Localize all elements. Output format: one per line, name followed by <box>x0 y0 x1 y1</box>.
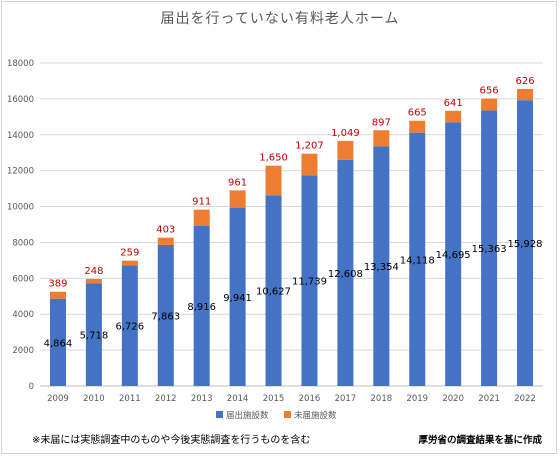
y-tick-label: 8000 <box>12 238 34 248</box>
label-unreported: 641 <box>444 98 463 109</box>
x-tick-label: 2019 <box>406 394 428 404</box>
x-tick-label: 2020 <box>442 394 464 404</box>
bar-reported <box>517 100 534 387</box>
label-unreported: 259 <box>120 248 139 259</box>
label-reported: 13,354 <box>364 262 399 273</box>
x-tick-label: 2017 <box>335 394 357 404</box>
label-unreported: 961 <box>228 177 247 188</box>
label-unreported: 1,207 <box>295 141 324 152</box>
label-reported: 9,941 <box>223 293 252 304</box>
bar-reported <box>265 195 282 386</box>
label-unreported: 626 <box>515 76 534 87</box>
bar-reported <box>193 226 210 386</box>
label-reported: 12,608 <box>328 269 363 280</box>
label-unreported: 389 <box>48 279 67 290</box>
bar-unreported <box>409 120 426 133</box>
bar-reported <box>445 122 462 386</box>
bars <box>49 88 534 387</box>
bar-reported <box>337 159 354 386</box>
label-unreported: 911 <box>192 197 211 208</box>
bar-reported <box>301 175 318 386</box>
label-reported: 15,363 <box>472 244 507 255</box>
y-tick-label: 0 <box>29 382 34 392</box>
label-unreported: 403 <box>156 225 175 236</box>
bar-unreported <box>517 88 534 101</box>
bar-reported <box>157 244 174 386</box>
bar-reported <box>121 265 138 386</box>
bar-unreported <box>49 291 66 299</box>
legend-swatch-reported <box>216 411 223 418</box>
label-unreported: 1,650 <box>259 153 288 164</box>
x-tick-label: 2011 <box>119 394 141 404</box>
bar-reported <box>229 207 246 386</box>
label-reported: 4,864 <box>44 338 73 349</box>
label-reported: 7,863 <box>151 311 180 322</box>
label-unreported: 1,049 <box>331 128 360 139</box>
legend-swatch-unreported <box>284 411 291 418</box>
x-tick-label: 2015 <box>263 394 285 404</box>
y-tick-label: 4000 <box>12 310 34 320</box>
bar-unreported <box>85 278 102 284</box>
x-tick-label: 2010 <box>83 394 105 404</box>
x-tick-label: 2018 <box>371 394 393 404</box>
bar-unreported <box>121 260 138 266</box>
bar-unreported <box>373 130 390 147</box>
label-unreported: 665 <box>408 108 427 119</box>
y-tick-label: 18000 <box>7 59 34 69</box>
bar-reported <box>409 132 426 386</box>
y-tick-label: 2000 <box>12 346 34 356</box>
footnote: ※未届には実態調査中のものや今後実態調査を行うものを含む <box>32 435 311 446</box>
bar-reported <box>49 298 66 386</box>
x-tick-label: 2022 <box>514 394 536 404</box>
label-reported: 14,695 <box>436 250 471 261</box>
bar-reported <box>85 283 102 386</box>
y-tick-label: 12000 <box>7 167 34 177</box>
bar-unreported <box>265 165 282 196</box>
label-reported: 5,718 <box>80 331 109 342</box>
bar-unreported <box>229 190 246 208</box>
data-labels: 4,864 389 5,718 248 6,726 259 7,863 403 8,916 911… <box>44 76 543 349</box>
bar-reported <box>481 110 498 386</box>
label-reported: 10,627 <box>256 287 291 298</box>
gridlines <box>40 62 543 387</box>
chart-title: 届出を行っていない有料老人ホーム <box>160 11 400 27</box>
y-axis-ticks: 0 2000 4000 6000 8000 10000 12000 14000 16000 180… <box>7 59 34 392</box>
label-reported: 14,118 <box>400 255 435 266</box>
label-unreported: 656 <box>480 86 499 97</box>
label-reported: 15,928 <box>508 239 543 250</box>
legend: 届出施設数 未届施設数 <box>216 410 337 421</box>
bar-unreported <box>157 237 174 245</box>
bar-reported <box>373 146 390 386</box>
label-unreported: 897 <box>372 117 391 128</box>
x-tick-label: 2013 <box>191 394 213 404</box>
label-reported: 6,726 <box>116 322 145 333</box>
x-tick-label: 2014 <box>227 394 249 404</box>
label-reported: 11,739 <box>292 277 327 288</box>
x-tick-label: 2016 <box>299 394 321 404</box>
bar-unreported <box>301 153 318 176</box>
label-reported: 8,916 <box>187 302 216 313</box>
x-axis-ticks: 2009 2010 2011 2012 2013 2014 2015 2016 2017 2018… <box>47 394 536 404</box>
source-note: 厚労省の調査結果を基に作成 <box>418 435 542 446</box>
x-tick-label: 2009 <box>47 394 69 404</box>
y-tick-label: 10000 <box>7 203 34 213</box>
y-tick-label: 14000 <box>7 131 34 141</box>
legend-label-unreported: 未届施設数 <box>294 410 337 421</box>
legend-label-reported: 届出施設数 <box>226 410 269 421</box>
label-unreported: 248 <box>84 266 103 277</box>
bar-unreported <box>481 98 498 111</box>
bar-unreported <box>337 140 354 160</box>
y-tick-label: 6000 <box>12 274 34 284</box>
bar-unreported <box>445 110 462 123</box>
bar-unreported <box>193 209 210 227</box>
x-tick-label: 2012 <box>155 394 177 404</box>
y-tick-label: 16000 <box>7 95 34 105</box>
x-tick-label: 2021 <box>478 394 500 404</box>
